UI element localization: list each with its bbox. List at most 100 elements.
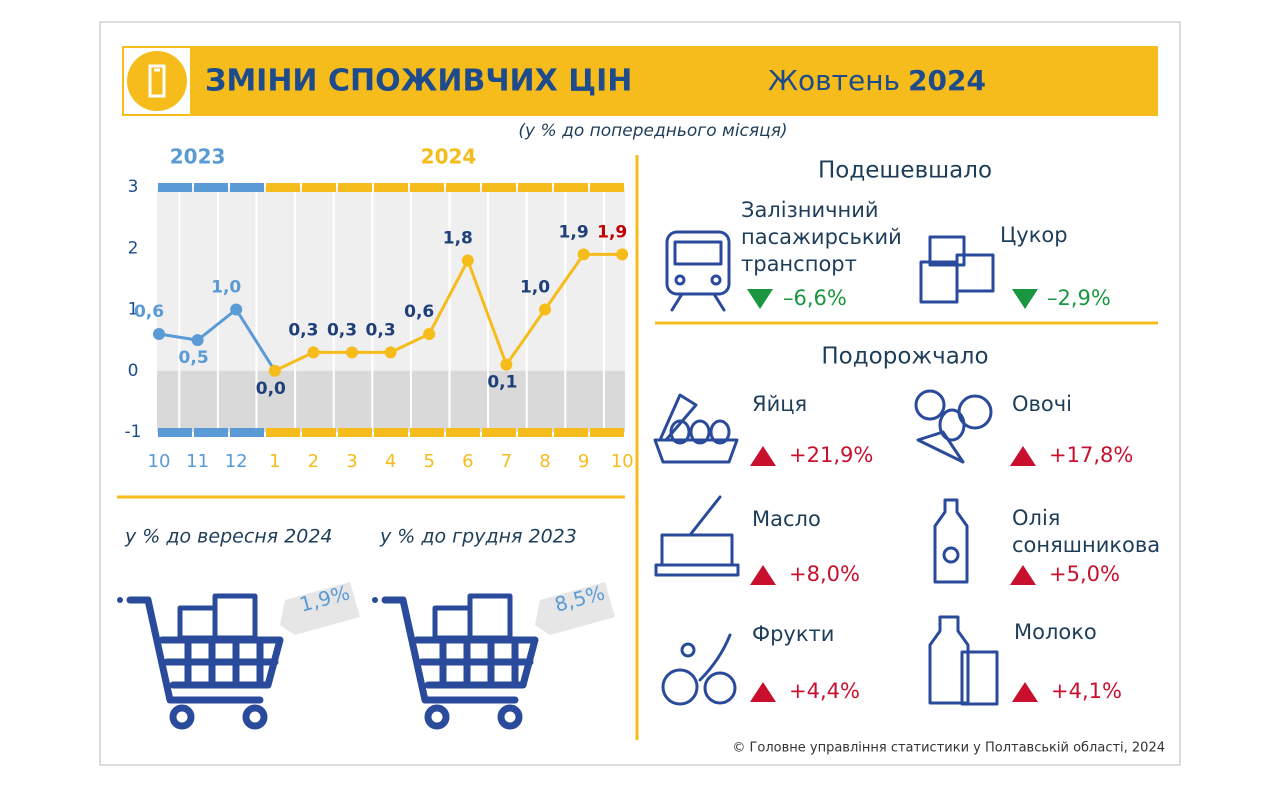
x-tick-label: 3 [346, 451, 357, 472]
point [539, 303, 551, 316]
item-value: –2,9% [1047, 286, 1111, 310]
year-bar [410, 428, 444, 437]
year-bar [194, 428, 228, 437]
data-label: 0,3 [288, 320, 318, 340]
year-bar [158, 428, 192, 437]
year-bar [302, 183, 336, 192]
item-name: Овочі [1012, 392, 1072, 416]
basket-caption: у % до вересня 2024 [124, 526, 333, 548]
point [577, 248, 590, 261]
data-label: 0,5 [179, 348, 209, 368]
year-bar [410, 183, 444, 192]
item-name: Залізничний [741, 198, 879, 222]
data-label: 0,3 [366, 320, 396, 340]
x-tick-label: 11 [186, 451, 209, 472]
item-name: Фрукти [752, 622, 834, 646]
down-arrow [747, 289, 773, 309]
series-line [274, 252, 623, 373]
eggs-icon [653, 393, 739, 464]
item-name: соняшникова [1012, 533, 1160, 557]
oil-icon [933, 498, 969, 584]
item-name: Молоко [1014, 620, 1097, 644]
year-bar [302, 428, 336, 437]
item-value: +4,1% [1051, 679, 1122, 703]
x-tick-label: 9 [578, 451, 589, 472]
up-arrow [750, 446, 776, 466]
up-arrow [1010, 565, 1036, 585]
price-tag [280, 582, 360, 635]
data-label: 1,0 [211, 278, 241, 298]
item-name: Яйця [752, 392, 807, 416]
data-label: 0,1 [487, 373, 517, 393]
train-icon [665, 230, 731, 312]
plot-area [157, 187, 625, 371]
x-tick-label: 4 [385, 451, 396, 472]
point [500, 358, 513, 371]
y-tick-label: 3 [128, 177, 139, 197]
data-label: 1,8 [443, 229, 473, 249]
plot-area-negative [157, 370, 625, 432]
price-tag [535, 582, 615, 635]
x-tick-label: 12 [225, 451, 248, 472]
year-bar [482, 428, 516, 437]
year-bar [374, 428, 408, 437]
item-value: –6,6% [783, 286, 847, 310]
subtitle: (у % до попереднього місяця) [518, 121, 787, 141]
year-bar [266, 183, 300, 192]
butter-icon [654, 495, 740, 577]
point [307, 346, 320, 359]
sugar-icon [919, 235, 995, 304]
y-tick-label: -1 [125, 422, 142, 442]
up-arrow [1010, 446, 1036, 466]
point [384, 346, 397, 359]
item-name: транспорт [741, 252, 857, 276]
year-bar [374, 183, 408, 192]
section-heading: Подорожчало [821, 344, 988, 370]
data-label: 0,6 [404, 302, 434, 322]
x-tick-label: 7 [501, 451, 512, 472]
point [230, 303, 243, 316]
y-tick-label: 0 [128, 361, 139, 381]
item-name: Масло [752, 507, 821, 531]
pricier-list: Яйця +21,9% Овочі +17,8% Масло +8,0% Олія соняш… [750, 392, 1160, 703]
year-bar [266, 428, 300, 437]
basket-caption: у % до грудня 2023 [379, 526, 577, 548]
year-bar [338, 428, 372, 437]
milk-icon [928, 615, 999, 706]
y-tick-label: 1 [128, 300, 139, 320]
point [153, 328, 165, 340]
year-bar [482, 183, 516, 192]
x-tick-label: 5 [423, 451, 434, 472]
year-bar [554, 428, 588, 437]
point [191, 334, 204, 347]
year-bar [230, 183, 264, 192]
point [268, 364, 281, 377]
year-bar [338, 183, 372, 192]
year-bar [194, 183, 228, 192]
year-bar [590, 428, 624, 437]
point [461, 254, 474, 267]
year-bar [446, 183, 480, 192]
item-name: Цукор [1000, 223, 1068, 247]
title: ЗМІНИ СПОЖИВЧИХ ЦІН [205, 64, 632, 99]
item-name: Олія [1012, 506, 1060, 530]
year-bar [158, 183, 192, 192]
month: Жовтень [768, 64, 900, 97]
series-label: 2024 [421, 145, 477, 169]
year: 2024 [908, 64, 986, 97]
footer: © Головне управління статистики у Полтав… [732, 741, 1165, 756]
item-name: пасажирський [741, 225, 902, 249]
x-tick-label: 1 [269, 451, 280, 472]
header-band [122, 46, 1158, 116]
x-tick-label: 6 [462, 451, 473, 472]
connector [234, 308, 277, 372]
icon [127, 51, 187, 111]
y-tick-label: 2 [128, 238, 139, 258]
year-bar [518, 428, 552, 437]
item-value: +17,8% [1049, 443, 1133, 467]
fruits-icon [661, 633, 737, 706]
data-label: 0,3 [327, 320, 357, 340]
vegetables-icon [914, 389, 993, 464]
